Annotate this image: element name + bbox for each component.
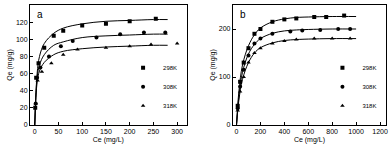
svg-text:0: 0	[227, 121, 231, 128]
svg-text:200: 200	[219, 25, 231, 32]
svg-text:Qe (mg/g): Qe (mg/g)	[209, 49, 217, 81]
svg-text:800: 800	[326, 128, 338, 135]
svg-text:308K: 308K	[163, 84, 177, 90]
svg-text:300: 300	[171, 128, 183, 135]
svg-text:318K: 318K	[163, 103, 177, 109]
svg-text:40: 40	[20, 87, 28, 94]
svg-text:100: 100	[219, 73, 231, 80]
svg-text:a: a	[37, 9, 43, 20]
svg-text:250: 250	[148, 128, 160, 135]
svg-text:150: 150	[100, 128, 112, 135]
svg-text:Ce (mg/L): Ce (mg/L)	[93, 136, 124, 144]
svg-text:308K: 308K	[362, 84, 376, 90]
svg-text:318K: 318K	[362, 103, 376, 109]
svg-text:600: 600	[302, 128, 314, 135]
svg-text:1000: 1000	[348, 128, 364, 135]
svg-text:120: 120	[16, 19, 28, 26]
svg-text:100: 100	[16, 36, 28, 43]
svg-text:298K: 298K	[362, 65, 376, 71]
svg-text:200: 200	[124, 128, 136, 135]
svg-text:400: 400	[279, 128, 291, 135]
svg-text:0: 0	[235, 128, 239, 135]
svg-text:200: 200	[255, 128, 267, 135]
svg-text:298K: 298K	[163, 65, 177, 71]
svg-text:20: 20	[20, 104, 28, 111]
svg-text:0: 0	[33, 128, 37, 135]
svg-text:Ce (mg/L): Ce (mg/L)	[294, 136, 325, 144]
svg-text:60: 60	[20, 70, 28, 77]
svg-text:80: 80	[20, 53, 28, 60]
svg-text:50: 50	[55, 128, 63, 135]
svg-text:100: 100	[76, 128, 88, 135]
svg-text:0: 0	[24, 121, 28, 128]
svg-text:1200: 1200	[372, 128, 388, 135]
svg-text:b: b	[240, 9, 246, 20]
svg-text:Qe (mg/g): Qe (mg/g)	[6, 49, 14, 81]
